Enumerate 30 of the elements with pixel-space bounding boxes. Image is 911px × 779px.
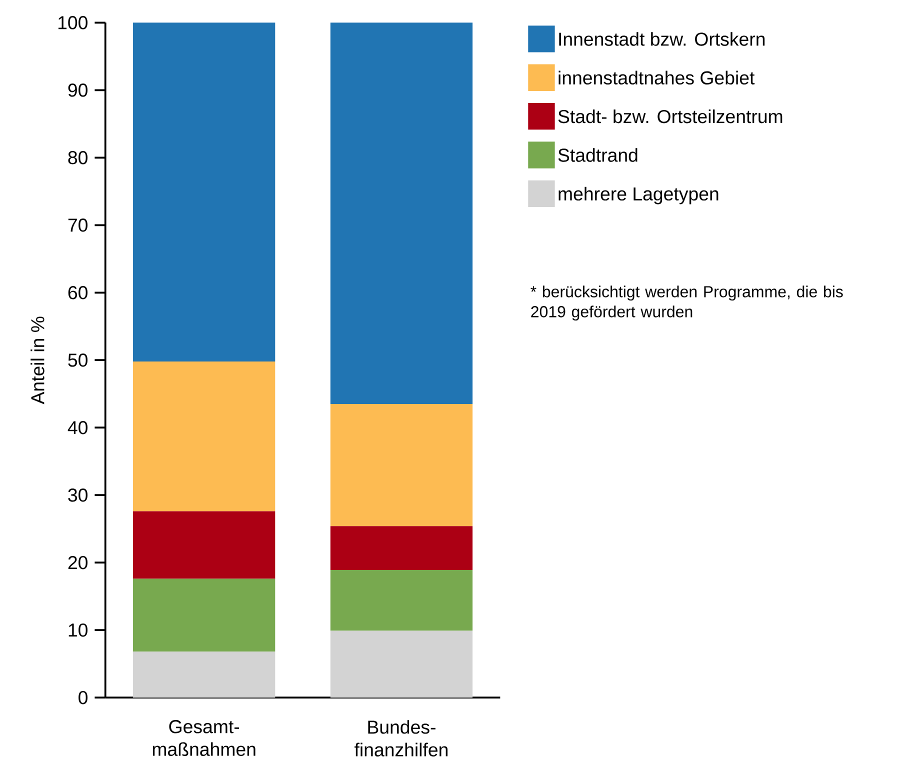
bar	[330, 526, 473, 570]
bar	[330, 630, 473, 698]
bar	[133, 578, 276, 652]
y-tick-label: 100	[58, 16, 88, 30]
bar	[330, 22, 473, 404]
y-tick-label: 60	[68, 286, 88, 300]
y-tick-label: 30	[68, 488, 88, 502]
bar	[330, 570, 473, 631]
legend-label: Stadt- bzw. Ortsteilzentrum	[558, 110, 782, 124]
legend-label: Stadtrand	[558, 148, 638, 162]
bar	[133, 652, 276, 698]
legend-label: mehrere Lagetypen	[558, 186, 718, 204]
y-tick-label: 70	[68, 218, 88, 232]
y-tick-label: 50	[68, 354, 88, 367]
y-tick-label: 80	[68, 151, 88, 164]
legend-label: innenstadtnahes Gebiet	[558, 70, 755, 85]
y-axis-title: Anteil in %	[30, 316, 44, 404]
x-tick-label: Bundes-finanzhilfen	[354, 720, 448, 756]
bar	[330, 404, 473, 526]
bar	[133, 511, 276, 579]
y-tick-label: 0	[78, 690, 88, 704]
x-tick-label: Gesamt-maßnahmen	[152, 720, 256, 756]
y-tick-label: 40	[68, 421, 88, 434]
y-tick-label: 20	[68, 556, 88, 570]
legend-label: Innenstadt bzw. Ortskern	[559, 32, 765, 46]
bar	[133, 362, 276, 512]
y-tick-label: 90	[68, 84, 88, 97]
y-tick-label: 10	[68, 623, 88, 637]
bar	[133, 22, 276, 362]
text: * berücksichtigt werden Programme, die bis 2019 gefördert wurden	[530, 286, 843, 321]
